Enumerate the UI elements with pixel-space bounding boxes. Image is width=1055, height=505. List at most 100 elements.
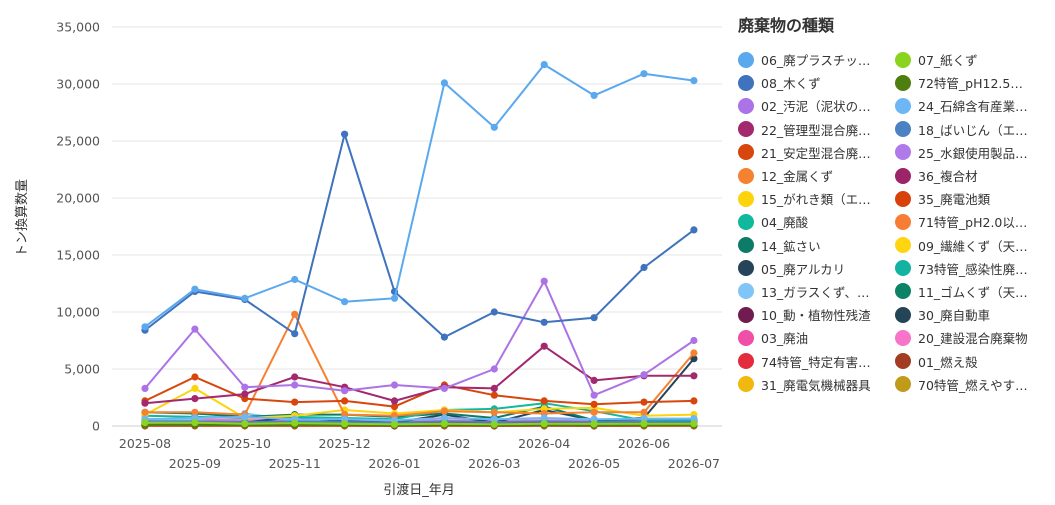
data-point [141, 399, 149, 407]
legend-item[interactable]: 72特管_pH12.5… [895, 73, 1045, 92]
data-point [440, 333, 448, 341]
data-point [241, 420, 249, 428]
data-point [291, 419, 299, 427]
data-point [640, 408, 648, 416]
y-tick-label: 30,000 [56, 77, 100, 92]
data-point [590, 91, 598, 99]
legend-item[interactable]: 14_鉱さい [738, 236, 893, 255]
legend-item[interactable]: 05_廃アルカリ [738, 259, 893, 278]
legend-item[interactable]: 13_ガラスくず、… [738, 282, 893, 301]
data-point [590, 391, 598, 399]
legend-label: 73特管_感染性廃… [918, 261, 1028, 277]
legend-item[interactable]: 71特管_pH2.0以… [895, 212, 1045, 231]
legend-item[interactable]: 70特管_燃えやす… [895, 375, 1045, 394]
legend-item[interactable]: 24_石綿含有産業… [895, 96, 1045, 115]
x-tick-label: 2026-03 [468, 456, 520, 471]
x-tick-label: 2026-05 [568, 456, 620, 471]
legend-swatch [738, 376, 754, 393]
legend: 廃棄物の種類 06_廃プラスチッ… 07_紙くず 08_木くず 72特管_pH12.5… [738, 12, 1048, 394]
legend-label: 13_ガラスくず、… [761, 284, 870, 300]
data-point [440, 414, 448, 422]
legend-label: 20_建設混合廃棄物 [918, 331, 1028, 347]
y-tick-label: 20,000 [56, 191, 100, 206]
data-point [341, 298, 349, 306]
data-point [291, 381, 299, 389]
data-point [690, 415, 698, 423]
data-point [241, 383, 249, 391]
legend-label: 02_汚泥（泥状の… [761, 99, 871, 115]
data-point [640, 398, 648, 406]
series-line [145, 313, 695, 417]
legend-swatch [895, 306, 911, 323]
legend-item[interactable]: 31_廃電気機械器具 [738, 375, 893, 394]
series [141, 61, 698, 331]
legend-label: 71特管_pH2.0以… [918, 215, 1028, 231]
data-point [291, 330, 299, 338]
series-line [144, 376, 694, 408]
legend-swatch [895, 283, 911, 300]
legend-label: 74特管_特定有害… [761, 354, 871, 370]
data-point [590, 408, 598, 416]
data-point [640, 263, 648, 272]
legend-item[interactable]: 18_ばいじん（エ… [895, 120, 1045, 139]
legend-label: 21_安定型混合廃… [761, 145, 871, 161]
legend-item[interactable]: 04_廃酸 [738, 212, 893, 231]
x-tick-label: 2025-11 [269, 456, 321, 471]
legend-item[interactable]: 20_建設混合廃棄物 [895, 328, 1045, 347]
legend-item[interactable]: 03_廃油 [738, 328, 893, 347]
legend-item[interactable]: 01_燃え殻 [895, 351, 1045, 370]
legend-swatch [895, 190, 911, 207]
data-point [141, 419, 149, 427]
legend-item[interactable]: 21_安定型混合廃… [738, 143, 893, 162]
data-point [540, 414, 548, 422]
data-point [241, 390, 249, 398]
legend-label: 11_ゴムくず（天… [918, 284, 1028, 300]
legend-item[interactable]: 02_汚泥（泥状の… [738, 96, 893, 115]
legend-swatch [738, 74, 754, 91]
x-tick-label: 2026-01 [368, 456, 420, 471]
legend-item[interactable]: 35_廃電池類 [895, 189, 1045, 208]
data-point [241, 294, 249, 302]
data-point [690, 397, 698, 405]
data-point [540, 61, 548, 69]
legend-item[interactable]: 25_水銀使用製品… [895, 143, 1045, 162]
series [141, 419, 698, 428]
legend-swatch [738, 51, 754, 68]
legend-swatch [895, 353, 911, 370]
data-point [291, 373, 299, 381]
data-point [490, 308, 498, 316]
legend-item[interactable]: 22_管理型混合廃… [738, 120, 893, 139]
legend-item[interactable]: 74特管_特定有害… [738, 351, 893, 370]
data-point [640, 420, 648, 428]
legend-swatch [738, 121, 754, 138]
y-tick-label: 0 [92, 419, 100, 434]
legend-item[interactable]: 30_廃自動車 [895, 305, 1045, 324]
data-point [540, 342, 548, 350]
legend-item[interactable]: 09_繊維くず（天… [895, 236, 1045, 255]
data-point [191, 325, 199, 333]
series-line [144, 63, 695, 328]
legend-swatch [738, 97, 754, 114]
legend-item[interactable]: 73特管_感染性廃… [895, 259, 1045, 278]
legend-item[interactable]: 12_金属くず [738, 166, 893, 185]
data-point [490, 408, 498, 416]
legend-item[interactable]: 11_ゴムくず（天… [895, 282, 1045, 301]
legend-item[interactable]: 06_廃プラスチッ… [738, 50, 893, 69]
legend-item[interactable]: 08_木くず [738, 73, 893, 92]
legend-item[interactable]: 10_動・植物性残渣 [738, 305, 893, 324]
legend-swatch [895, 167, 911, 184]
legend-item[interactable]: 15_がれき類（エ… [738, 189, 893, 208]
data-point [590, 420, 598, 428]
legend-item[interactable]: 36_複合材 [895, 166, 1045, 185]
y-tick-label: 10,000 [56, 305, 100, 320]
data-point [191, 408, 199, 416]
series-line [144, 415, 694, 422]
data-point [590, 376, 598, 384]
data-point [490, 415, 498, 423]
legend-label: 70特管_燃えやす… [918, 377, 1028, 393]
legend-item[interactable]: 07_紙くず [895, 50, 1045, 69]
data-point [241, 413, 249, 421]
legend-swatch [895, 260, 911, 277]
legend-items: 06_廃プラスチッ… 07_紙くず 08_木くず 72特管_pH12.5… 02_汚泥（… [738, 50, 1048, 394]
legend-swatch [895, 237, 911, 254]
